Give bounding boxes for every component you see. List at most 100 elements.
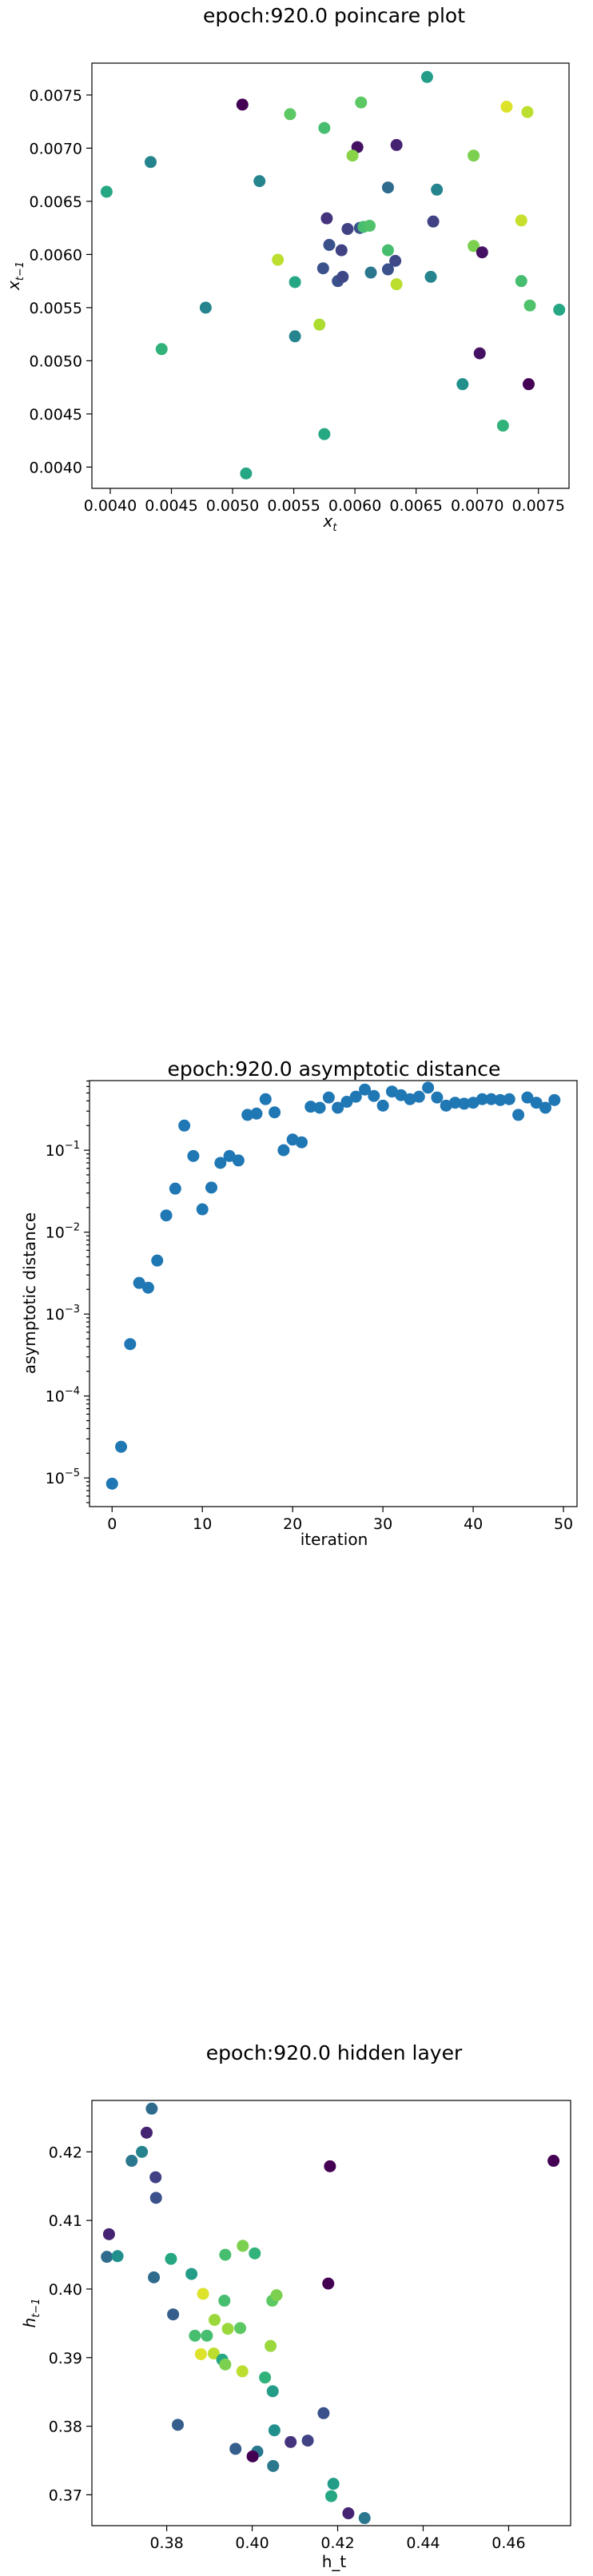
scatter-point: [496, 420, 509, 432]
scatter-point: [340, 1096, 353, 1109]
y-tick-label: 10−2: [46, 1222, 80, 1242]
scatter-point: [133, 1276, 145, 1289]
hidden-layer-points: [101, 2102, 560, 2525]
asymptotic-distance-title: epoch:920.0 asymptotic distance: [168, 1057, 501, 1081]
scatter-point: [284, 108, 296, 121]
scatter-point: [208, 2314, 221, 2327]
scatter-point: [205, 1181, 217, 1194]
hidden-layer-frame: [91, 2100, 571, 2526]
scatter-point: [241, 1109, 254, 1121]
scatter-point: [301, 2435, 314, 2447]
scatter-point: [149, 2171, 162, 2184]
scatter-point: [335, 244, 348, 257]
y-tick-label: 0.41: [49, 2212, 82, 2230]
poincare-plot: epoch:920.0 poincare plot 0.0040 0.0045 0.…: [4, 4, 570, 534]
scatter-point: [125, 2155, 138, 2168]
y-tick-label: 10−4: [46, 1386, 80, 1406]
scatter-point: [404, 1093, 416, 1105]
scatter-point: [151, 1254, 164, 1267]
scatter-point: [111, 2250, 124, 2263]
asymptotic-distance-xlabel: iteration: [300, 1530, 368, 1549]
scatter-point: [323, 238, 336, 251]
scatter-point: [389, 254, 402, 267]
scatter-point: [221, 2323, 234, 2335]
scatter-point: [358, 2512, 371, 2525]
x-tick-label: 0.0060: [328, 497, 381, 515]
scatter-point: [160, 1209, 173, 1222]
y-tick-label: 0.0045: [30, 406, 82, 424]
scatter-point: [265, 2339, 277, 2352]
scatter-point: [240, 467, 253, 480]
scatter-point: [285, 2435, 297, 2448]
scatter-point: [178, 1119, 191, 1132]
scatter-point: [144, 156, 157, 169]
scatter-point: [327, 2478, 340, 2490]
scatter-point: [218, 2295, 231, 2307]
scatter-point: [317, 2407, 330, 2419]
scatter-point: [207, 2347, 220, 2360]
scatter-point: [140, 2126, 153, 2139]
x-tick-label: 40: [464, 1515, 483, 1533]
scatter-point: [277, 1144, 290, 1157]
scatter-point: [165, 2252, 177, 2265]
scatter-point: [390, 278, 403, 291]
scatter-point: [523, 299, 536, 312]
y-tick-label: 0.42: [49, 2144, 82, 2161]
scatter-point: [456, 378, 469, 391]
scatter-point: [313, 318, 326, 331]
scatter-point: [101, 2251, 113, 2263]
scatter-point: [427, 215, 440, 228]
scatter-point: [420, 70, 433, 83]
x-tick-label: 10: [193, 1515, 212, 1533]
x-tick-label: 0.38: [149, 2534, 183, 2552]
scatter-point: [272, 253, 285, 266]
scatter-point: [194, 2347, 207, 2360]
asymptotic-distance-ticks: 0 10 20 30 40 50 10−5 10−4 10−3 10−2 10−1: [46, 1080, 573, 1533]
scatter-point: [223, 1149, 236, 1162]
scatter-point: [102, 2228, 115, 2240]
scatter-point: [458, 1097, 471, 1110]
x-tick-label: 0.42: [320, 2534, 354, 2552]
scatter-point: [236, 98, 249, 111]
x-tick-label: 0.0055: [267, 497, 320, 515]
scatter-point: [320, 212, 333, 225]
scatter-point: [485, 1093, 498, 1105]
scatter-point: [136, 2145, 149, 2158]
scatter-point: [381, 181, 394, 194]
scatter-point: [149, 2192, 162, 2204]
scatter-point: [494, 1093, 507, 1106]
x-tick-label: 0.44: [406, 2534, 440, 2552]
poincare-plot-frame: [91, 62, 570, 489]
scatter-point: [521, 106, 534, 118]
scatter-point: [346, 149, 359, 162]
x-tick-label: 0: [107, 1515, 117, 1533]
scatter-point: [234, 2322, 247, 2335]
scatter-point: [381, 244, 394, 257]
scatter-point: [124, 1338, 137, 1351]
scatter-point: [185, 2267, 198, 2280]
scatter-point: [269, 1106, 281, 1119]
scatter-point: [167, 2308, 180, 2321]
scatter-point: [169, 1182, 181, 1195]
scatter-point: [468, 149, 480, 162]
scatter-point: [219, 2358, 232, 2371]
scatter-point: [214, 1157, 227, 1169]
scatter-point: [473, 347, 486, 360]
y-tick-label: 0.0055: [30, 300, 82, 317]
scatter-point: [431, 183, 444, 196]
asymptotic-distance-points: [105, 1081, 561, 1490]
scatter-point: [515, 275, 527, 288]
scatter-point: [266, 2385, 279, 2398]
x-tick-label: 20: [283, 1515, 302, 1533]
poincare-plot-title: epoch:920.0 poincare plot: [203, 4, 465, 27]
scatter-point: [155, 343, 168, 356]
x-tick-label: 0.0070: [451, 497, 503, 515]
scatter-point: [201, 2329, 213, 2342]
x-tick-label: 50: [554, 1515, 573, 1533]
scatter-point: [548, 1093, 561, 1106]
hidden-layer-plot: epoch:920.0 hidden layer 0.38 0.40 0.42 0.4…: [20, 2041, 571, 2571]
scatter-point: [268, 2424, 281, 2437]
scatter-point: [289, 330, 301, 343]
x-tick-label: 30: [373, 1515, 392, 1533]
scatter-point: [349, 1090, 362, 1103]
